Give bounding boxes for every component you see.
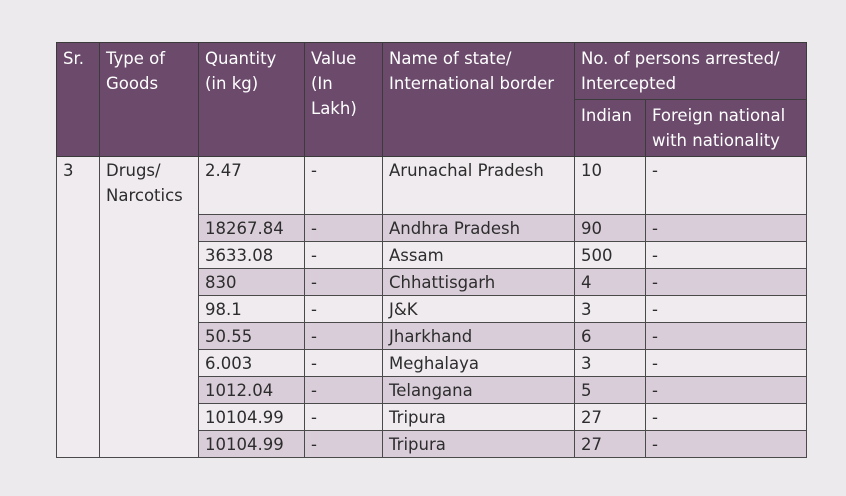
table-cell: 2.47 [198,156,305,215]
table-cell: Assam [382,241,575,269]
table-cell: - [644,156,808,215]
header-cell: No. of persons arrested/ Intercepted [573,42,808,100]
table-row: 1012.04- Telangana 5- [57,376,808,404]
table-cell: Tripura [382,403,575,431]
table-cell: - [644,376,808,404]
table-cell: 10104.99 [198,403,305,431]
header-cell: Type of Goods [99,42,199,157]
table-cell: - [644,214,808,242]
table-cell: Telangana [382,376,575,404]
table-cell: 27 [574,403,646,431]
table-cell: 10 [574,156,646,215]
table-row: 830- Chhattisgarh 4- [57,268,808,296]
table-cell: Arunachal Pradesh [382,156,575,215]
table-row: 10104.99- Tripura 27- [57,403,808,431]
table-cell: - [644,349,808,377]
table-cell: 98.1 [198,295,305,323]
table-row: 3 Drugs/ Narcotics 2.47- Arunachal Pradesh 1… [56,156,808,458]
header-cell: Indian [574,99,646,157]
table-cell: 18267.84 [198,214,305,242]
table-cell: - [304,349,383,377]
table-cell: 6 [574,322,646,350]
table-cell: 3 [56,156,100,458]
table-cell: - [644,241,808,269]
table-cell: - [644,295,808,323]
table-cell: 3633.08 [198,241,305,269]
table-cell: 3 [574,295,646,323]
table-cell: - [304,322,383,350]
table-cell: 1012.04 [198,376,305,404]
table-cell: 830 [198,268,305,296]
table-cell: - [644,268,808,296]
table-cell: - [304,241,383,269]
table-cell: - [644,403,808,431]
header-cell: Value (In Lakh) [304,42,383,157]
table-cell: Chhattisgarh [382,268,575,296]
table-cell: - [304,268,383,296]
table-cell: 6.003 [198,349,305,377]
table-cell: Tripura [382,430,575,458]
table-cell: - [304,214,383,242]
table-row: 3633.08- Assam 500- [57,241,808,269]
table-cell: Andhra Pradesh [382,214,575,242]
table-cell: - [304,156,383,215]
header-cell: Sr. [56,42,100,157]
table-cell: - [304,403,383,431]
table-cell: Jharkhand [382,322,575,350]
table-row: 18267.84- Andhra Pradesh 90- [57,214,808,242]
table-cell: Meghalaya [382,349,575,377]
table-cell: 10104.99 [198,430,305,458]
table-cell: Drugs/ Narcotics [99,156,199,458]
table-body: 3 Drugs/ Narcotics 2.47- Arunachal Pradesh 1… [56,156,808,458]
header-cell: Name of state/ International border [382,42,575,157]
header-cell: Quantity (in kg) [198,42,305,157]
table-cell: - [304,430,383,458]
table-cell: - [644,322,808,350]
table-cell: 50.55 [198,322,305,350]
table-cell: 500 [574,241,646,269]
table-cell: - [304,295,383,323]
table-cell: 3 [574,349,646,377]
table-row: 10104.99- Tripura 27- [57,430,808,458]
table-cell: 27 [574,430,646,458]
table-cell: - [644,430,808,458]
table-cell: 90 [574,214,646,242]
data-table: Sr. Type of Goods Quantity (in kg) Value… [56,42,808,458]
table-cell: 5 [574,376,646,404]
table-row: 50.55- Jharkhand 6- [57,322,808,350]
table-cell: - [304,376,383,404]
table-row: 98.1- J&K 3- [57,295,808,323]
table-cell: J&K [382,295,575,323]
table-cell: 4 [574,268,646,296]
header-cell: Foreign national with nationality [644,99,808,157]
